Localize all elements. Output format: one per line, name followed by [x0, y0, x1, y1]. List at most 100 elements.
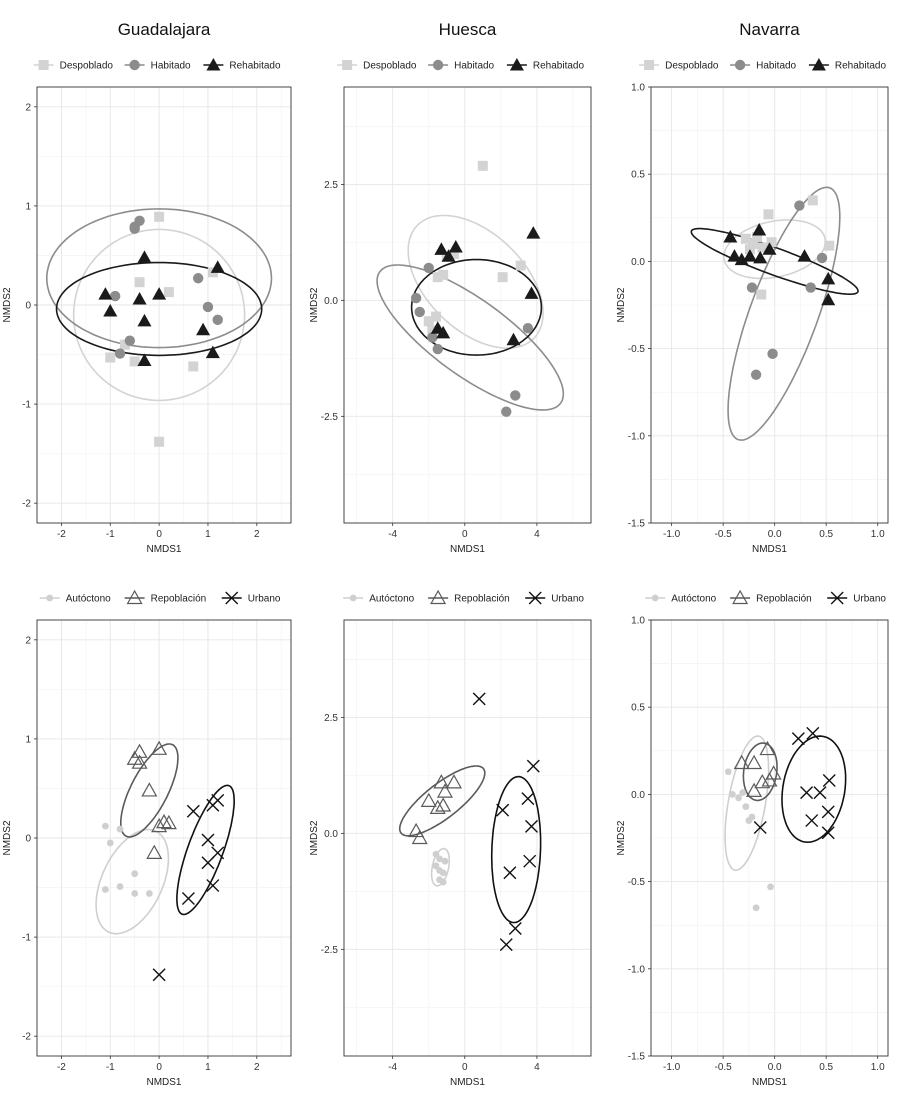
x-tick-label: -1.0: [663, 529, 681, 540]
y-tick-label: 2: [25, 102, 31, 113]
point-despoblado-5: [748, 238, 759, 249]
point-habitado-1: [423, 262, 434, 274]
point-despoblado-4: [438, 269, 449, 280]
y-tick-label: 0.0: [631, 790, 645, 801]
x-tick-label: -0.5: [715, 1062, 733, 1073]
point-despoblado-9: [154, 436, 165, 447]
point-autóctono-4: [101, 886, 109, 893]
point-repoblación-4: [765, 765, 782, 780]
ellipse-rehabitado: [410, 258, 543, 356]
y-axis-label: NMDS2: [2, 820, 13, 855]
points: [98, 211, 225, 447]
point-rehabitado-6: [753, 250, 768, 264]
x-tick-label: 4: [534, 529, 540, 540]
y-tick-label: 0.5: [631, 703, 645, 714]
point-rehabitado-6: [137, 313, 152, 327]
point-urbano-7: [821, 805, 835, 819]
legend-key-despoblado: [644, 60, 655, 70]
point-habitado-5: [767, 348, 778, 360]
point-autóctono-6: [131, 870, 139, 878]
y-tick-label: -2: [22, 1032, 31, 1043]
grid: [651, 86, 888, 524]
legend-key-repoblación: [430, 589, 447, 605]
legend-key-habitado: [129, 59, 140, 71]
panel-6: -1.0 -0.5 0.0 0.5 1.0 -1.5 -1.0 -0.5 0.0 0.5 1.0 NM…: [616, 589, 889, 1088]
y-axis-label: NMDS2: [2, 287, 13, 322]
point-despoblado-1: [807, 195, 818, 206]
point-repoblación-5: [754, 773, 771, 789]
legend-label: Urbano: [551, 594, 584, 605]
grid: [651, 619, 888, 1057]
grid: [36, 87, 291, 523]
point-autóctono-2: [729, 791, 736, 798]
point-urbano-8: [181, 891, 195, 905]
legend-label: Repoblación: [454, 594, 510, 605]
point-repoblación-9: [146, 844, 163, 859]
point-repoblación-8: [411, 829, 428, 845]
point-repoblación-8: [160, 814, 177, 830]
point-habitado-7: [510, 390, 521, 401]
point-habitado-7: [212, 314, 223, 326]
point-autóctono-2: [436, 855, 443, 863]
ellipse-urbano: [176, 784, 236, 916]
point-rehabitado-1: [723, 229, 738, 243]
point-urbano-3: [521, 792, 535, 806]
y-tick-label: 0: [25, 301, 31, 312]
x-tick-label: -4: [388, 1062, 397, 1073]
point-habitado-3: [129, 223, 140, 234]
plot-frame: [650, 619, 889, 1057]
x-axis-label: NMDS1: [450, 544, 485, 555]
legend-label: Repoblación: [756, 594, 812, 605]
point-despoblado-7: [757, 242, 768, 253]
legend-key-autóctono: [46, 594, 54, 602]
point-repoblación-5: [429, 799, 446, 814]
point-rehabitado-10: [205, 345, 220, 359]
point-despoblado-4: [134, 277, 145, 288]
point-despoblado-5: [129, 356, 140, 367]
panel-3: -1.0 -0.5 0.0 0.5 1.0 -1.5 -1.0 -0.5 0.0 0.5 1.0 NM…: [616, 20, 889, 555]
legend-item-rehabitado: Rehabitado: [808, 58, 886, 72]
point-urbano-9: [152, 968, 166, 982]
x-tick-label: -1: [106, 529, 115, 540]
y-tick-label: 2.5: [324, 713, 338, 724]
legend-item-despoblado: Despoblado: [33, 60, 113, 72]
legend-key-urbano: [225, 591, 239, 605]
legend-item-despoblado: Despoblado: [337, 60, 417, 72]
x-tick-label: 1: [205, 1062, 211, 1073]
legend-label: Repoblación: [151, 594, 207, 605]
ellipse-habitado: [45, 208, 273, 349]
legend: Despoblado Habitado Rehabitado: [33, 58, 281, 72]
point-urbano-1: [791, 732, 805, 746]
point-urbano-6: [523, 854, 537, 868]
point-rehabitado-4: [526, 226, 541, 239]
x-tick-label: -1: [106, 1062, 115, 1073]
point-autóctono-8: [752, 904, 760, 912]
grid: [36, 620, 291, 1056]
point-despoblado-3: [119, 339, 130, 350]
point-urbano-2: [526, 759, 540, 773]
y-axis-label: NMDS2: [616, 287, 627, 322]
ellipse-repoblación: [742, 742, 778, 802]
legend-key-repoblación: [126, 589, 143, 605]
legend-label: Habitado: [756, 61, 796, 72]
ellipse-urbano: [490, 775, 542, 924]
point-autóctono-6: [439, 869, 447, 877]
point-rehabitado-5: [524, 286, 539, 299]
points: [101, 740, 225, 982]
points: [410, 160, 541, 417]
point-habitado-3: [805, 282, 816, 293]
point-rehabitado-8: [436, 325, 451, 339]
x-tick-label: -2: [57, 529, 66, 540]
point-despoblado-6: [163, 287, 174, 298]
legend: Despoblado Habitado Rehabitado: [639, 58, 886, 72]
legend-item-habitado: Habitado: [124, 59, 191, 72]
y-axis-label: NMDS2: [616, 820, 627, 855]
point-despoblado-9: [423, 316, 434, 327]
point-autóctono-6: [745, 817, 753, 824]
point-habitado-4: [109, 290, 121, 302]
point-urbano-5: [822, 773, 836, 787]
point-despoblado-10: [756, 289, 767, 300]
point-habitado-5: [192, 273, 204, 284]
y-tick-label: -1: [22, 400, 31, 411]
